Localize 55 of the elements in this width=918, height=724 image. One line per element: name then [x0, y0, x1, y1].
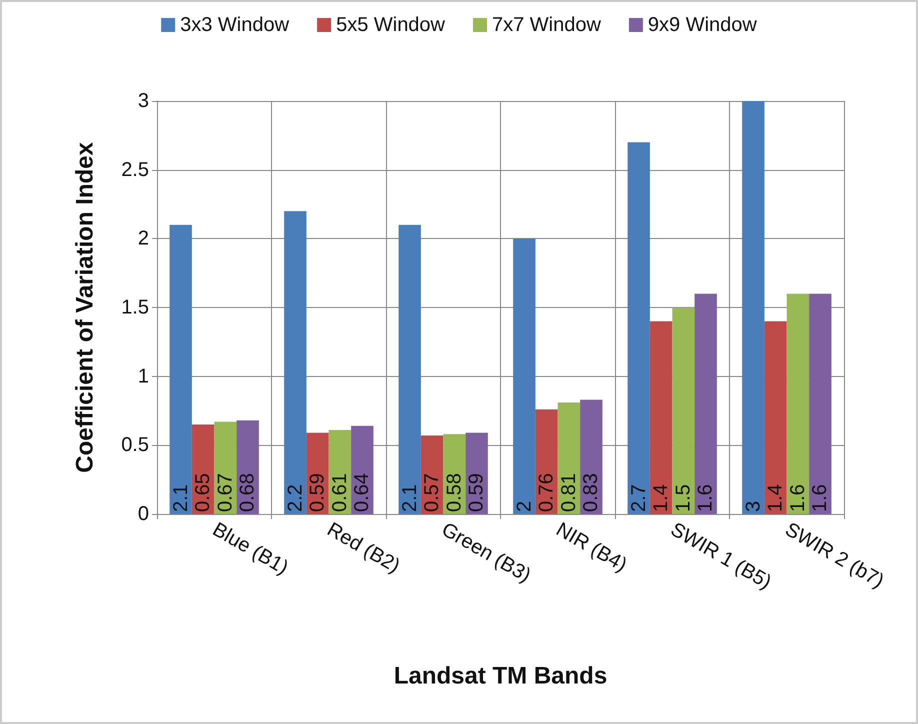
data-label: 0.65: [192, 473, 214, 512]
x-tick-label: Red (B2): [323, 518, 404, 578]
data-label: 0.58: [443, 473, 466, 512]
y-tick-label: 1: [138, 365, 149, 388]
bar: [694, 294, 717, 514]
data-label: 0.59: [466, 473, 488, 512]
data-label: 1.4: [764, 484, 787, 512]
x-axis-title: Landsat TM Bands: [394, 662, 608, 690]
data-label: 2.7: [628, 484, 650, 512]
bar: [170, 224, 192, 514]
data-label: 0.64: [351, 473, 374, 512]
data-label: 1.6: [694, 484, 717, 512]
bar: [628, 142, 650, 514]
y-tick-label: 0: [138, 503, 149, 525]
bar: [284, 211, 306, 514]
bar: [764, 321, 787, 514]
legend-label: 7x7 Window: [492, 14, 602, 36]
bar: [742, 101, 764, 514]
x-tick-label: NIR (B4): [552, 518, 631, 576]
y-tick-label: 0.5: [121, 434, 149, 456]
data-label: 0.81: [558, 473, 580, 512]
y-tick-label: 1.5: [121, 296, 149, 318]
data-label: 1.4: [650, 484, 672, 512]
data-label: 2.2: [284, 484, 306, 512]
bar: [580, 400, 602, 514]
bar: [650, 321, 672, 514]
bar: [398, 224, 421, 514]
data-label: 2.1: [170, 484, 192, 512]
data-label: 2.1: [398, 484, 421, 512]
legend-label: 5x5 Window: [336, 14, 446, 36]
data-label: 0.57: [421, 473, 444, 512]
data-label: 0.59: [306, 473, 329, 512]
data-label: 1.5: [672, 484, 694, 512]
legend-label: 9x9 Window: [648, 14, 758, 36]
data-label: 3: [742, 500, 764, 512]
data-label: 0.83: [580, 473, 602, 512]
data-label: 2: [513, 500, 536, 512]
data-label: 0.61: [328, 473, 351, 512]
bar: [558, 402, 580, 514]
data-label: 0.76: [536, 473, 558, 512]
y-tick-label: 2: [138, 228, 149, 250]
bar: [672, 308, 695, 514]
y-tick-label: 3: [138, 90, 149, 112]
bar: [513, 238, 536, 514]
data-label: 0.67: [214, 473, 236, 512]
legend-label: 3x3 Window: [180, 14, 290, 36]
x-tick-label: Blue (B1): [208, 518, 292, 580]
y-axis-title: Coefficient of Variation Index: [72, 141, 98, 473]
data-label: 1.6: [786, 484, 809, 512]
y-tick-label: 2.5: [121, 158, 149, 181]
data-label: 0.68: [236, 473, 259, 512]
bar: [786, 294, 810, 514]
bar: [809, 294, 832, 514]
data-label: 1.6: [809, 484, 832, 512]
bar: [535, 409, 558, 514]
